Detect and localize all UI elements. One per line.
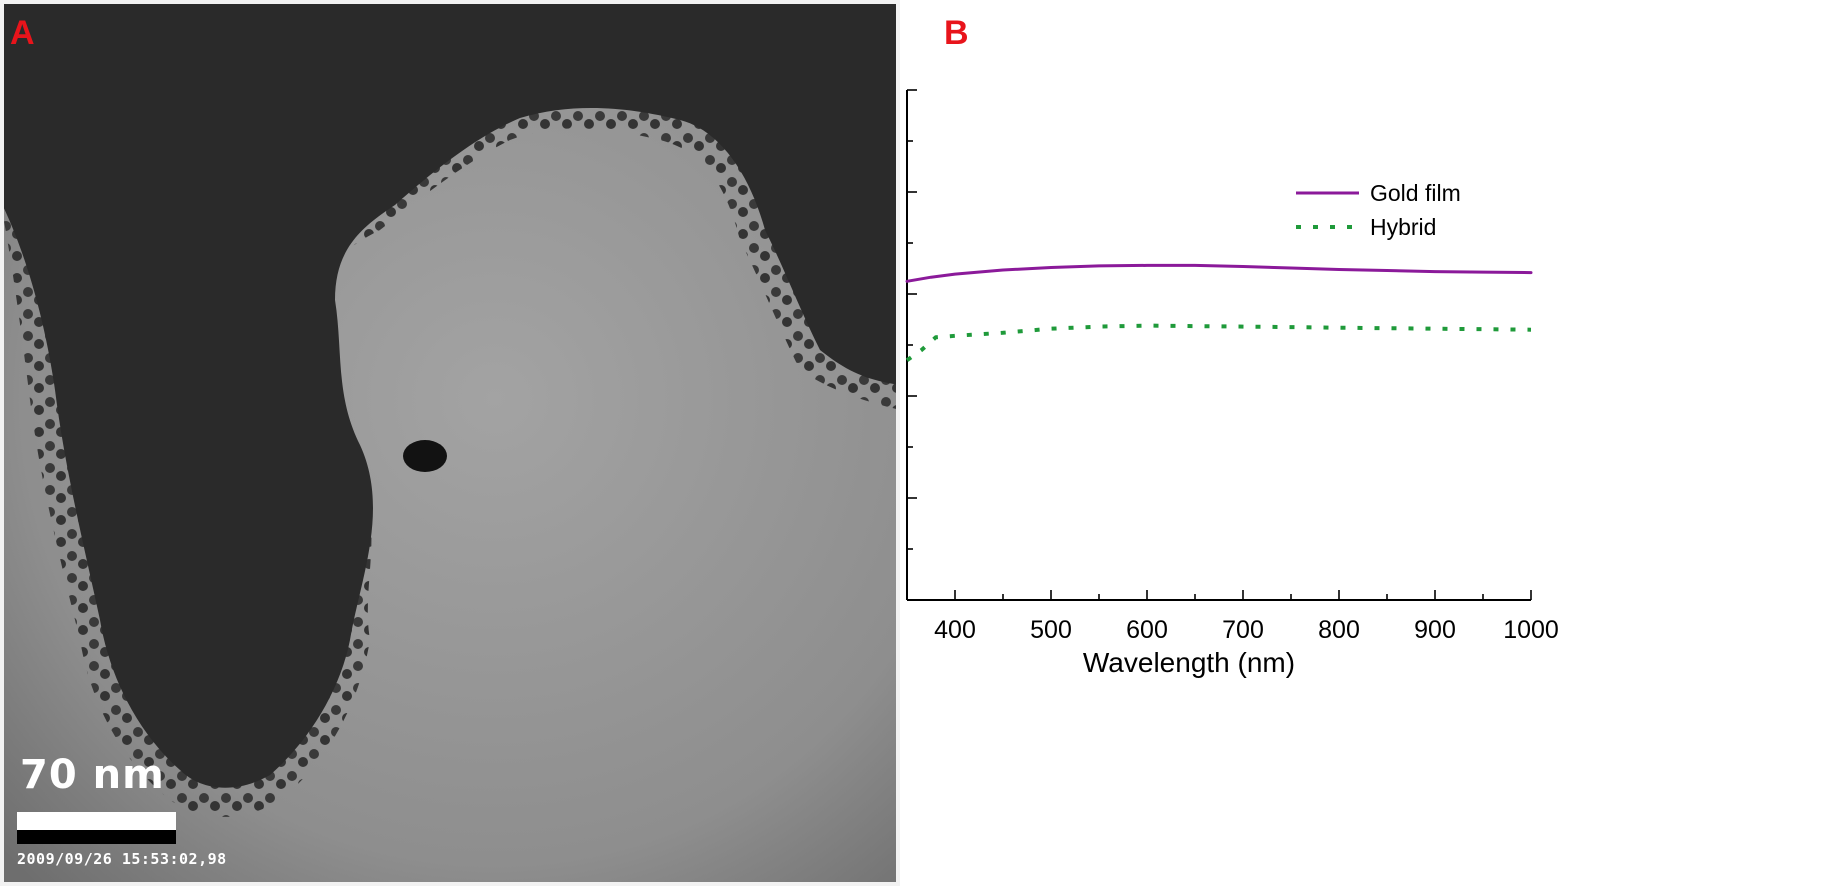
x-tick-label: 900 (1414, 616, 1456, 644)
x-tick-label: 700 (1222, 616, 1264, 644)
scale-bar (17, 812, 176, 844)
scale-bar-label: 70 nm (20, 752, 165, 798)
tem-micrograph-panel: 70 nm 2009/09/26 15:53:02,98 (0, 0, 900, 886)
legend-label: Hybrid (1370, 214, 1436, 240)
x-tick-label: 600 (1126, 616, 1168, 644)
x-axis-title: Wavelength (nm) (1083, 647, 1295, 678)
tem-micrograph-image (0, 0, 900, 886)
x-tick-label: 500 (1030, 616, 1072, 644)
x-tick-label: 800 (1318, 616, 1360, 644)
x-tick-label: 400 (934, 616, 976, 644)
single-nanoparticle (403, 440, 447, 472)
panel-label-a: A (10, 14, 35, 52)
chart-axes: 0204060801004005006007008009001000Wavele… (906, 89, 1559, 678)
capture-timestamp: 2009/09/26 15:53:02,98 (17, 850, 227, 868)
particle-cluster (0, 0, 900, 788)
x-tick-label: 1000 (1503, 616, 1559, 644)
series-line-gold-film (905, 263, 1533, 283)
legend-label: Gold film (1370, 180, 1461, 206)
panel-label-b: B (944, 14, 969, 52)
transmittance-chart: 0204060801004005006007008009001000Wavele… (905, 89, 1559, 678)
chart-series (905, 263, 1533, 362)
transmittance-chart-panel: 0204060801004005006007008009001000Wavele… (900, 0, 1844, 886)
series-line-hybrid (905, 323, 1532, 362)
chart-legend: Gold film Hybrid (1296, 180, 1461, 240)
